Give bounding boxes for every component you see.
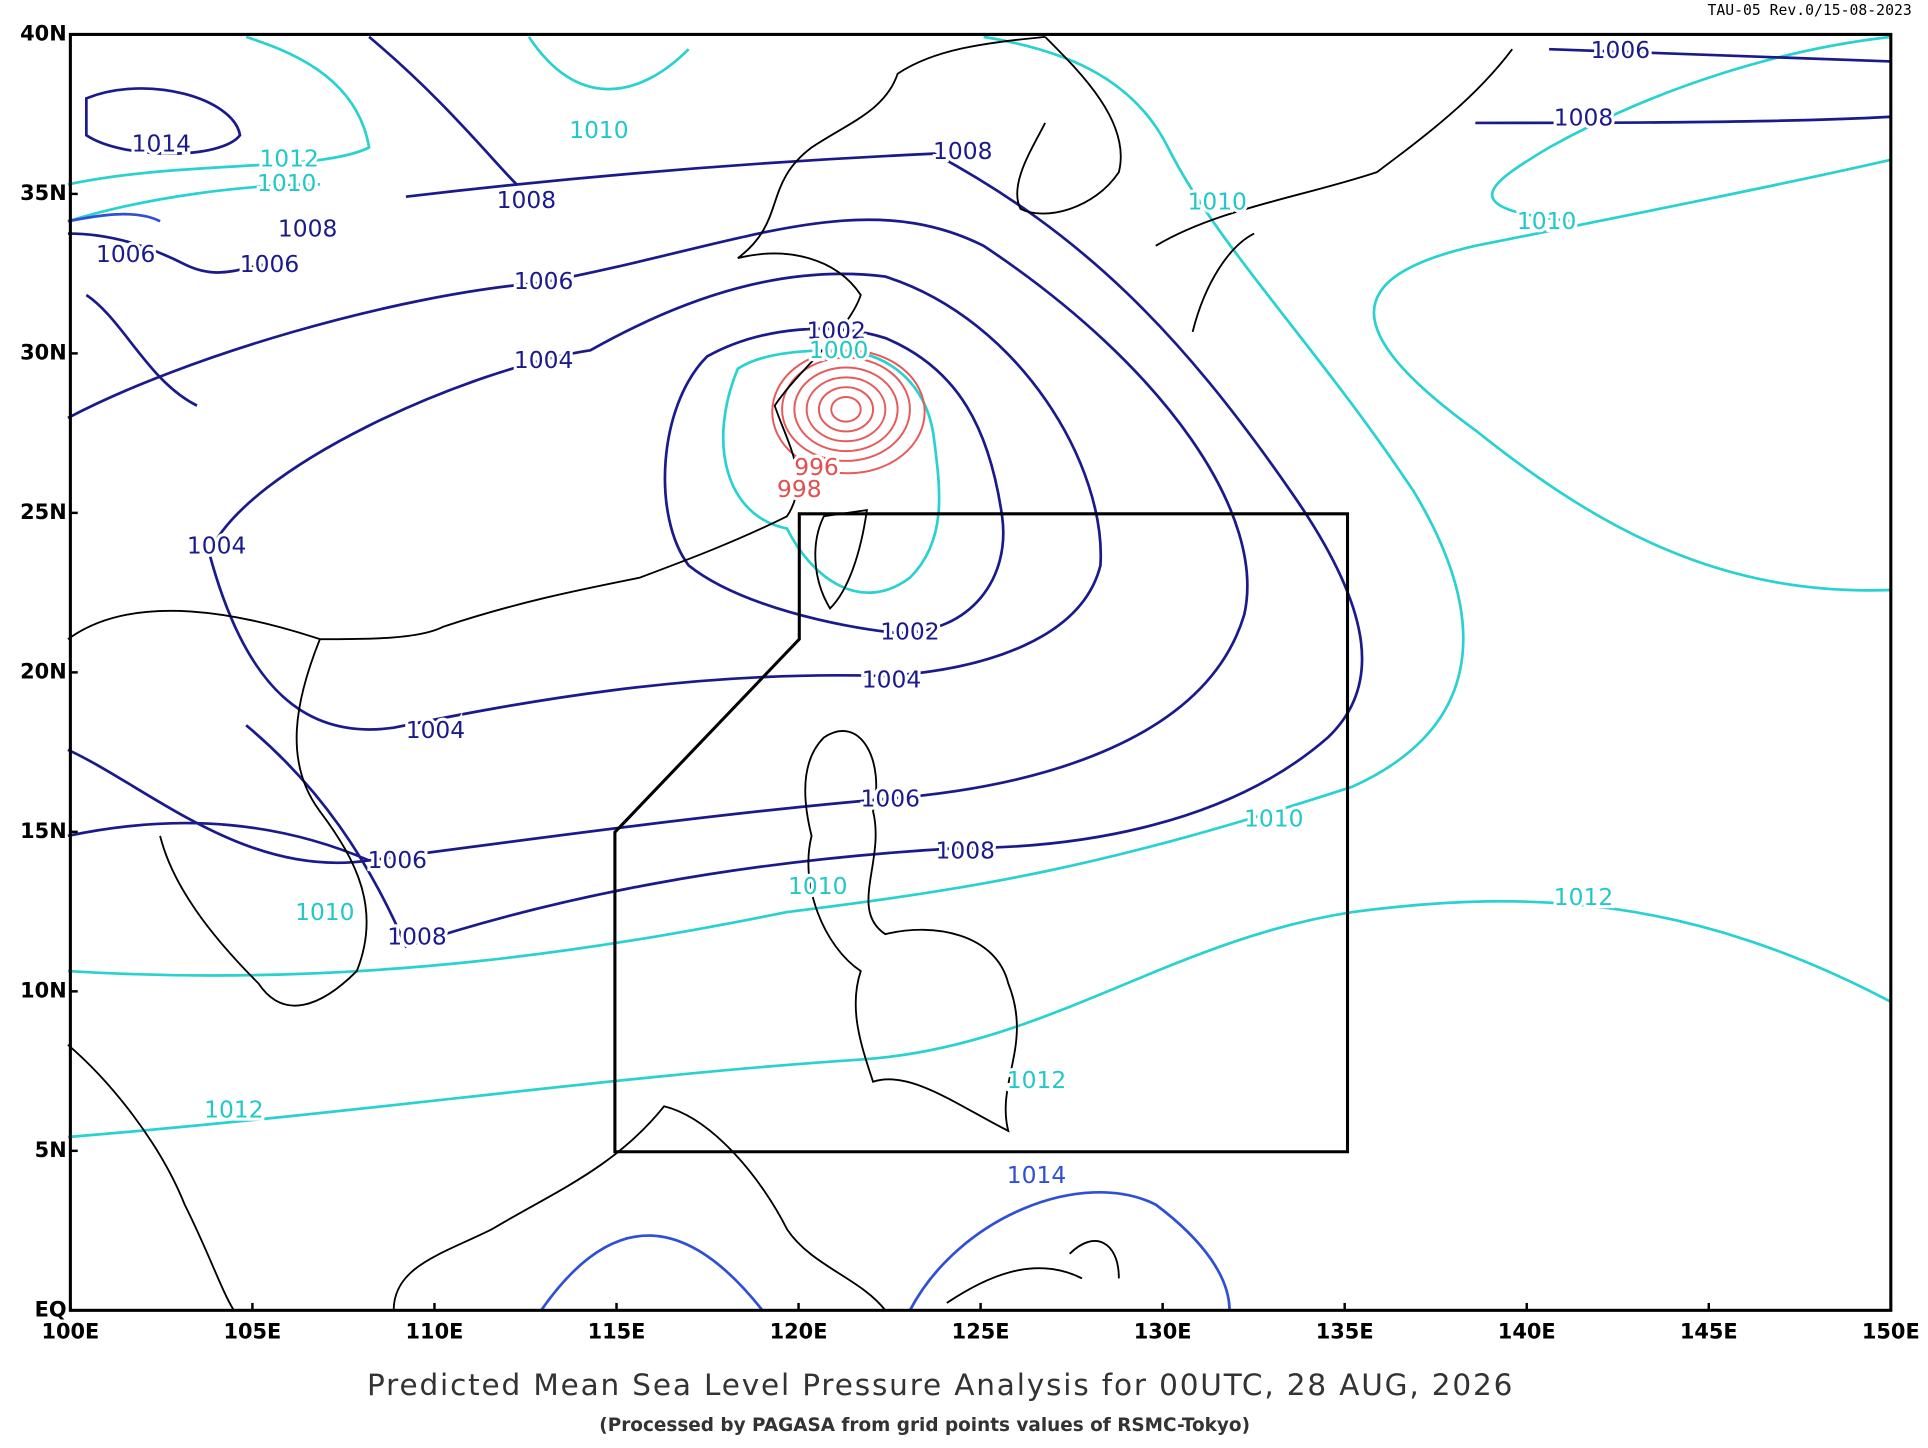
isobar-label: 996 [794,453,839,481]
isobar-label: 1008 [497,186,556,214]
longitude-label: 110E [406,1319,464,1343]
longitude-label: 125E [952,1319,1010,1343]
isobar [771,349,926,475]
typhoon-isobars [771,349,926,475]
isobar [1490,35,1891,223]
isobar-label: 1006 [1591,36,1650,64]
coastline [814,509,868,610]
isobar [781,356,911,462]
isobar [67,212,1231,1312]
coastline [67,638,368,1311]
isobar [805,376,887,443]
latitude-label: 35N [20,181,67,205]
isobar [67,899,1892,1139]
isobar [67,87,370,862]
isobar-label: 1010 [788,872,847,900]
isobar-label: 1004 [514,346,573,374]
coastlines [67,35,1513,1311]
isobar-label: 998 [777,475,822,503]
isobar [207,272,1103,731]
isobar-label: 1012 [259,144,318,172]
longitude-label: 105E [223,1319,281,1343]
par-boundary [613,512,1350,1154]
isobar-label: 1012 [1554,883,1613,911]
isobar-label: 1006 [514,267,573,295]
isobar-label: 1008 [1554,104,1613,132]
latitude-label: 25N [20,500,67,524]
isobar-label: 1012 [204,1096,263,1124]
isobar-label: 1004 [187,531,246,559]
isobar-label: 1006 [240,250,299,278]
isobar [1372,158,1892,592]
isobar-label: 1008 [278,214,337,242]
isobar [793,366,899,453]
isobar-label: 1006 [861,785,920,813]
coastline [946,1240,1120,1304]
map-title: Predicted Mean Sea Level Pressure Analys… [367,1368,1514,1402]
latitude-label: 15N [20,819,67,843]
latitude-label: 30N [20,340,67,364]
isobar-label: 1006 [96,240,155,268]
isobar-label: 1002 [806,316,865,344]
map-subtitle: (Processed by PAGASA from grid points va… [599,1415,1250,1436]
longitude-label: 145E [1680,1319,1738,1343]
isobar-label: 1000 [809,336,868,364]
isobar-label: 1008 [387,922,446,950]
latitude-label: 40N [20,21,67,45]
coastline [392,1105,887,1311]
isobar [245,152,1364,949]
isobar-label: 1010 [257,169,316,197]
isobar-label: 1010 [295,898,354,926]
map-frame [68,32,1893,1312]
longitude-label: 130E [1134,1319,1192,1343]
isobar [368,35,1891,186]
isobar [67,35,690,223]
isobar-label: 1010 [569,116,628,144]
isobar-label: 1004 [406,716,465,744]
isobar-label: 1006 [368,846,427,874]
isobar [817,386,875,433]
coastline [1016,36,1122,215]
isobar-label: 1002 [880,618,939,646]
longitude-label: 140E [1498,1319,1556,1343]
isobar [830,396,862,423]
latitude-label: 10N [20,978,67,1002]
isobar-label: 1008 [933,137,992,165]
longitude-label: 150E [1862,1319,1920,1343]
longitude-label: 100E [41,1319,99,1343]
isobar-label: 1014 [1007,1161,1066,1189]
latitude-label: EQ [35,1297,67,1321]
coastline [1155,48,1513,333]
isobar-label: 1010 [1517,207,1576,235]
isobar-label: 1010 [1244,804,1303,832]
longitude-label: 115E [588,1319,646,1343]
isobar-label: 1010 [1188,187,1247,215]
isobars [67,35,1892,1312]
longitude-label: 135E [1316,1319,1374,1343]
isobar-label: 1014 [132,130,191,158]
isobar [67,218,1249,865]
isobar-label: 1008 [936,836,995,864]
isobar [663,327,1005,635]
isobar-label: 1004 [862,665,921,693]
latitude-label: 20N [20,659,67,683]
coastline [67,35,1046,641]
revision: TAU-05 Rev.0/15-08-2023 [1707,2,1911,19]
coastline [804,730,1018,1133]
longitude-label: 120E [770,1319,828,1343]
isobar-label: 1012 [1007,1066,1066,1094]
latitude-label: 5N [35,1138,67,1162]
